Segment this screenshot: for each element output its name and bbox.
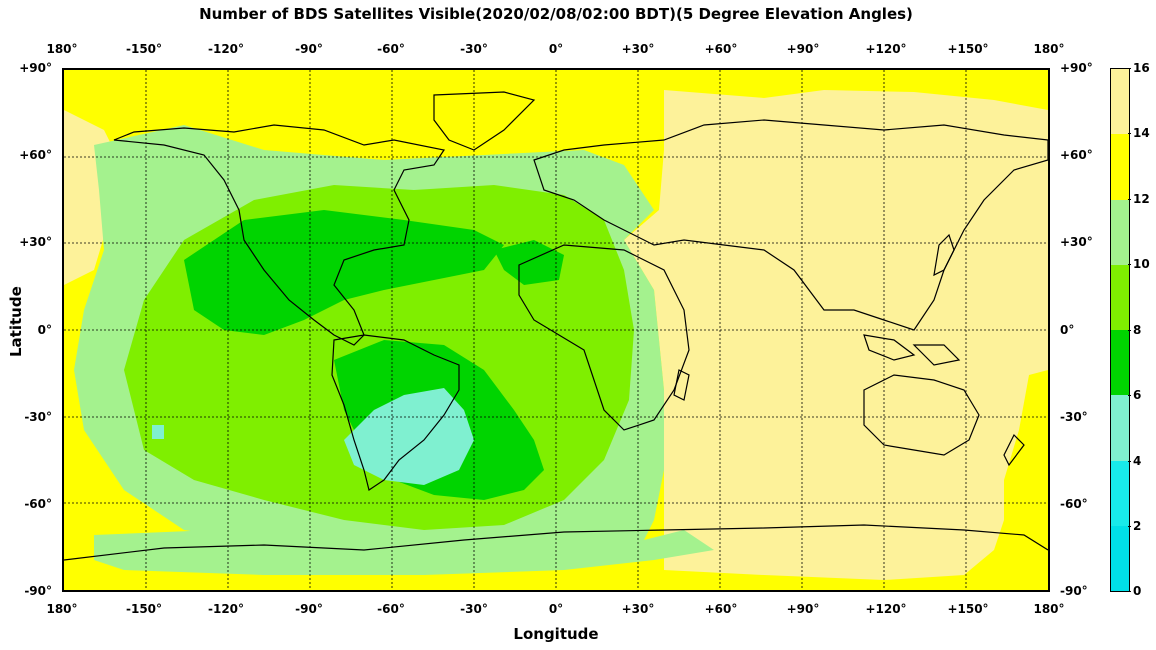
colorbar-segment-4-6 xyxy=(1111,395,1129,461)
lat-tick-left: +90° xyxy=(19,61,52,75)
colorbar-tick-label: 0 xyxy=(1133,584,1142,598)
colorbar-tick-mark xyxy=(1128,199,1131,200)
lon-tick-top: +150° xyxy=(947,42,989,56)
colorbar-tick-mark xyxy=(1128,330,1131,331)
lon-tick-bottom: -60° xyxy=(377,602,405,616)
map-svg xyxy=(64,70,1048,590)
colorbar-tick-mark xyxy=(1128,133,1131,134)
coastlines xyxy=(64,91,1048,561)
lon-tick-top: +30° xyxy=(621,42,655,56)
lon-tick-top: +90° xyxy=(786,42,820,56)
x-axis-label: Longitude xyxy=(513,625,599,643)
lon-tick-bottom: 180° xyxy=(46,602,78,616)
graticule xyxy=(64,70,1048,590)
lat-tick-right: -60° xyxy=(1060,497,1088,511)
lat-tick-right: +30° xyxy=(1060,235,1093,249)
colorbar-tick-label: 8 xyxy=(1133,323,1142,337)
lon-tick-top: 0° xyxy=(548,42,564,56)
colorbar-segment-6-8 xyxy=(1111,330,1129,396)
colorbar-segment-10-12 xyxy=(1111,199,1129,265)
lon-tick-top: -90° xyxy=(295,42,323,56)
colorbar-tick-mark xyxy=(1128,68,1131,69)
lat-tick-left: -30° xyxy=(24,410,52,424)
colorbar-tick-label: 12 xyxy=(1133,192,1150,206)
chart-title: Number of BDS Satellites Visible(2020/02… xyxy=(199,5,913,23)
lon-tick-bottom: 0° xyxy=(548,602,564,616)
colorbar-tick-label: 16 xyxy=(1133,61,1150,75)
colorbar-segment-8-10 xyxy=(1111,264,1129,330)
colorbar-tick-label: 2 xyxy=(1133,519,1142,533)
y-axis-label: Latitude xyxy=(7,286,25,357)
lat-tick-right: -30° xyxy=(1060,410,1088,424)
lat-tick-left: 0° xyxy=(37,323,52,337)
colorbar xyxy=(1110,68,1130,592)
lat-tick-left: +60° xyxy=(19,148,52,162)
lat-tick-right: +90° xyxy=(1060,61,1093,75)
colorbar-tick-label: 4 xyxy=(1133,454,1142,468)
lon-tick-top: -120° xyxy=(207,42,245,56)
colorbar-segment-12-14 xyxy=(1111,134,1129,200)
colorbar-tick-mark xyxy=(1128,591,1131,592)
lon-tick-top: 180° xyxy=(1033,42,1065,56)
lon-tick-bottom: -120° xyxy=(207,602,245,616)
colorbar-tick-mark xyxy=(1128,461,1131,462)
lat-tick-left: -60° xyxy=(24,497,52,511)
satellite-visibility-map xyxy=(62,68,1050,592)
lat-tick-right: -90° xyxy=(1060,584,1088,598)
lon-tick-top: -30° xyxy=(460,42,488,56)
lat-tick-right: +60° xyxy=(1060,148,1093,162)
lon-tick-top: +120° xyxy=(865,42,907,56)
lat-tick-left: -90° xyxy=(24,584,52,598)
colorbar-segment-14-16 xyxy=(1111,69,1129,135)
lon-tick-bottom: +150° xyxy=(947,602,989,616)
colorbar-tick-label: 14 xyxy=(1133,126,1150,140)
lon-tick-bottom: -90° xyxy=(295,602,323,616)
lon-tick-top: 180° xyxy=(46,42,78,56)
region-4-6 xyxy=(152,388,474,485)
lon-tick-bottom: 180° xyxy=(1033,602,1065,616)
colorbar-segment-0-2 xyxy=(1111,525,1129,591)
colorbar-tick-label: 10 xyxy=(1133,257,1150,271)
lat-tick-left: +30° xyxy=(19,235,52,249)
colorbar-tick-mark xyxy=(1128,395,1131,396)
lat-tick-right: 0° xyxy=(1060,323,1075,337)
colorbar-tick-mark xyxy=(1128,526,1131,527)
lon-tick-bottom: +90° xyxy=(786,602,820,616)
lon-tick-top: +60° xyxy=(704,42,738,56)
colorbar-segment-2-4 xyxy=(1111,460,1129,526)
lon-tick-top: -150° xyxy=(125,42,163,56)
colorbar-tick-mark xyxy=(1128,264,1131,265)
lon-tick-bottom: -150° xyxy=(125,602,163,616)
lon-tick-top: -60° xyxy=(377,42,405,56)
lon-tick-bottom: -30° xyxy=(460,602,488,616)
colorbar-tick-label: 6 xyxy=(1133,388,1142,402)
lon-tick-bottom: +120° xyxy=(865,602,907,616)
lon-tick-bottom: +30° xyxy=(621,602,655,616)
lon-tick-bottom: +60° xyxy=(704,602,738,616)
